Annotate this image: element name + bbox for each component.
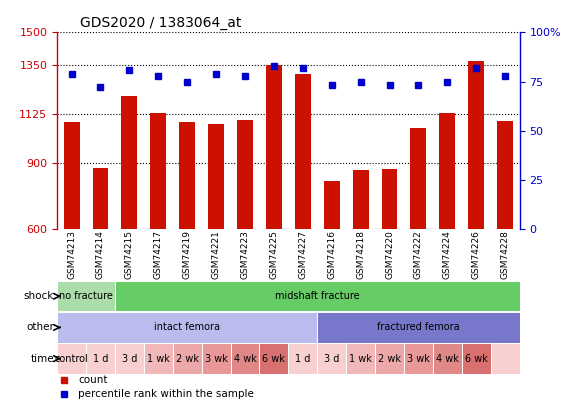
Bar xyxy=(86,343,115,374)
Text: GDS2020 / 1383064_at: GDS2020 / 1383064_at xyxy=(80,16,242,30)
Bar xyxy=(288,343,317,374)
Bar xyxy=(346,343,375,374)
Bar xyxy=(440,113,455,229)
Text: 4 wk: 4 wk xyxy=(234,354,256,364)
Text: 2 wk: 2 wk xyxy=(176,354,199,364)
Bar xyxy=(375,343,404,374)
Bar xyxy=(497,121,513,229)
Text: 6 wk: 6 wk xyxy=(263,354,286,364)
Text: 1 d: 1 d xyxy=(295,354,311,364)
Bar xyxy=(259,343,288,374)
Bar xyxy=(208,124,224,229)
Text: 2 wk: 2 wk xyxy=(378,354,401,364)
Bar xyxy=(266,65,282,229)
Text: percentile rank within the sample: percentile rank within the sample xyxy=(78,389,254,399)
Text: control: control xyxy=(55,354,89,364)
Bar xyxy=(144,343,173,374)
Text: other: other xyxy=(26,322,54,333)
Text: 4 wk: 4 wk xyxy=(436,354,459,364)
Text: count: count xyxy=(78,375,107,386)
Bar xyxy=(411,128,427,229)
Text: 3 wk: 3 wk xyxy=(407,354,430,364)
Bar xyxy=(468,61,484,229)
Text: 3 wk: 3 wk xyxy=(204,354,227,364)
Bar xyxy=(324,181,340,229)
Bar xyxy=(122,96,137,229)
Text: 3 d: 3 d xyxy=(324,354,339,364)
Text: time: time xyxy=(31,354,54,364)
Bar xyxy=(381,169,397,229)
Bar xyxy=(150,113,166,229)
Bar xyxy=(57,343,86,374)
Text: fractured femora: fractured femora xyxy=(377,322,460,333)
Bar xyxy=(433,343,462,374)
Bar xyxy=(115,281,520,311)
Bar xyxy=(490,343,520,374)
Text: midshaft fracture: midshaft fracture xyxy=(275,291,360,301)
Text: intact femora: intact femora xyxy=(154,322,220,333)
Bar xyxy=(295,74,311,229)
Bar xyxy=(353,170,368,229)
Bar xyxy=(93,168,108,229)
Text: 1 d: 1 d xyxy=(93,354,108,364)
Bar xyxy=(237,120,253,229)
Bar xyxy=(317,312,520,343)
Text: shock: shock xyxy=(24,291,54,301)
Bar xyxy=(231,343,259,374)
Text: no fracture: no fracture xyxy=(59,291,113,301)
Bar xyxy=(115,343,144,374)
Text: 1 wk: 1 wk xyxy=(349,354,372,364)
Bar xyxy=(462,343,490,374)
Bar xyxy=(317,343,346,374)
Bar xyxy=(404,343,433,374)
Bar xyxy=(57,312,317,343)
Bar xyxy=(172,343,202,374)
Bar xyxy=(63,122,79,229)
Bar xyxy=(179,122,195,229)
Bar xyxy=(57,281,115,311)
Text: 6 wk: 6 wk xyxy=(465,354,488,364)
Text: 3 d: 3 d xyxy=(122,354,137,364)
Bar xyxy=(202,343,231,374)
Text: 1 wk: 1 wk xyxy=(147,354,170,364)
